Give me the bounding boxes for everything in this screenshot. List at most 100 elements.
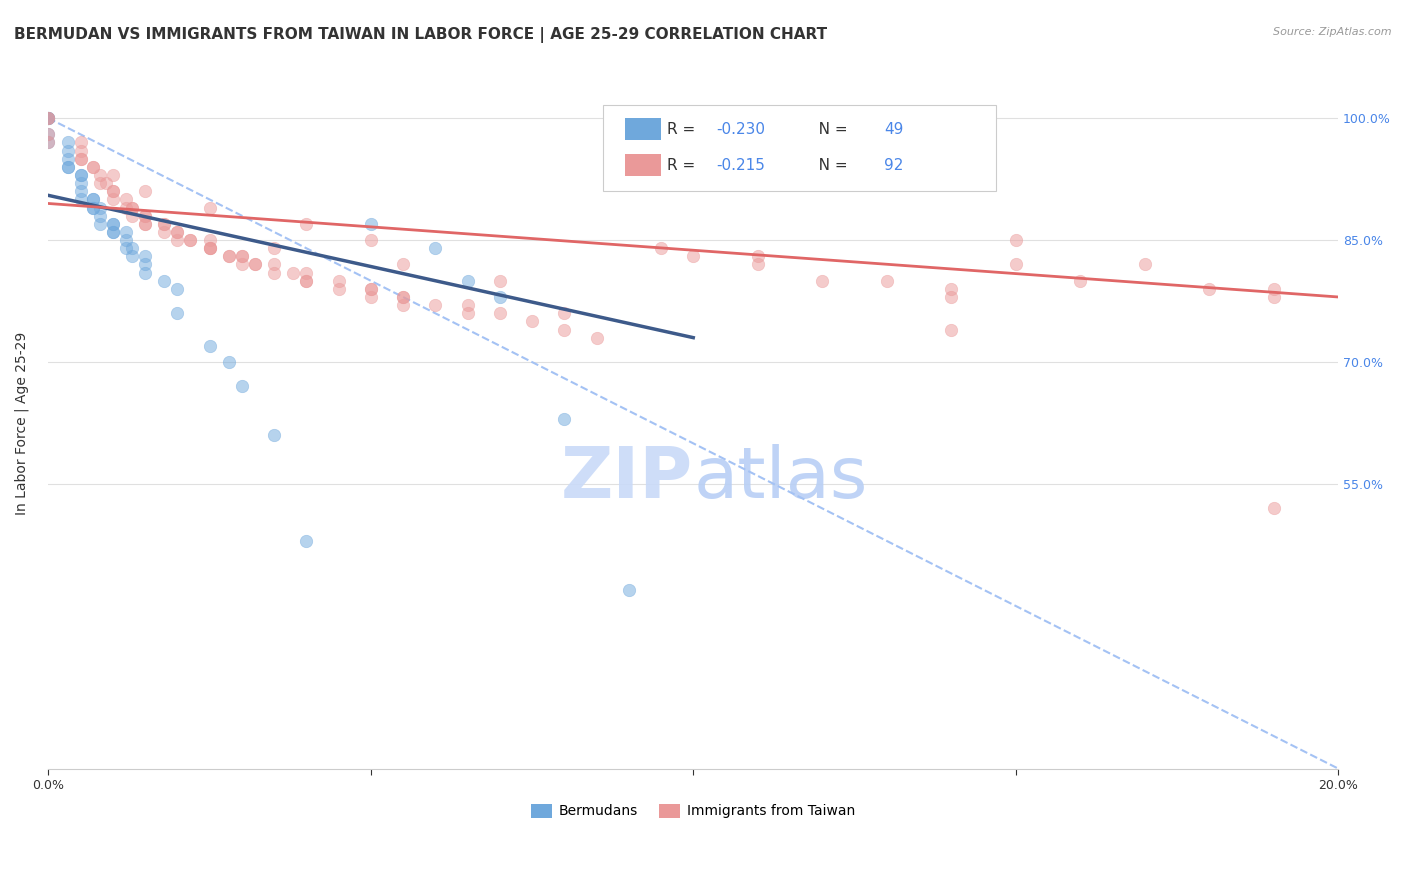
Point xyxy=(231,249,253,263)
Point xyxy=(941,322,963,336)
Point xyxy=(392,298,415,312)
Point xyxy=(56,152,79,166)
Text: atlas: atlas xyxy=(693,444,868,513)
Point xyxy=(37,111,59,125)
Point xyxy=(134,217,156,231)
Point xyxy=(488,274,510,288)
Point xyxy=(198,339,221,353)
Point xyxy=(457,274,479,288)
Point xyxy=(166,225,188,239)
Point xyxy=(360,282,382,296)
Point xyxy=(134,209,156,223)
Text: N =: N = xyxy=(804,158,852,173)
Point xyxy=(243,257,266,271)
Point xyxy=(101,168,124,182)
Point xyxy=(101,217,124,231)
Text: ZIP: ZIP xyxy=(561,444,693,513)
Point xyxy=(56,160,79,174)
Point xyxy=(69,168,91,182)
Point xyxy=(457,306,479,320)
Point xyxy=(166,225,188,239)
Point xyxy=(89,168,111,182)
Point xyxy=(82,193,104,207)
Point xyxy=(231,249,253,263)
Point xyxy=(392,290,415,304)
Text: Source: ZipAtlas.com: Source: ZipAtlas.com xyxy=(1274,27,1392,37)
Point xyxy=(198,241,221,255)
Point xyxy=(114,241,136,255)
Point xyxy=(153,225,176,239)
Point xyxy=(121,201,143,215)
Point xyxy=(37,128,59,142)
Point xyxy=(876,274,898,288)
Point xyxy=(179,233,201,247)
Point xyxy=(101,217,124,231)
Point xyxy=(811,274,834,288)
Point xyxy=(1004,233,1026,247)
Point xyxy=(114,201,136,215)
Point xyxy=(37,111,59,125)
Point xyxy=(153,217,176,231)
Point xyxy=(1004,257,1026,271)
Point xyxy=(1069,274,1091,288)
Point xyxy=(69,184,91,198)
Point xyxy=(37,136,59,150)
Text: -0.230: -0.230 xyxy=(717,122,765,136)
Point xyxy=(69,193,91,207)
Point xyxy=(425,298,447,312)
Text: R =: R = xyxy=(668,122,700,136)
Point xyxy=(263,257,285,271)
Point xyxy=(553,306,575,320)
Point xyxy=(121,241,143,255)
Point xyxy=(166,306,188,320)
Point xyxy=(82,201,104,215)
FancyBboxPatch shape xyxy=(603,105,997,192)
Text: -0.215: -0.215 xyxy=(717,158,765,173)
Point xyxy=(134,257,156,271)
Point xyxy=(101,184,124,198)
Point xyxy=(360,217,382,231)
Point xyxy=(747,257,769,271)
Point xyxy=(166,233,188,247)
Point xyxy=(585,331,607,345)
Text: 49: 49 xyxy=(884,122,904,136)
Point xyxy=(941,282,963,296)
Point xyxy=(520,314,543,328)
Point xyxy=(101,225,124,239)
Point xyxy=(134,249,156,263)
Point xyxy=(425,241,447,255)
Point xyxy=(392,290,415,304)
Point xyxy=(263,266,285,280)
Point xyxy=(941,290,963,304)
Text: N =: N = xyxy=(804,122,852,136)
Point xyxy=(617,176,640,190)
Point xyxy=(89,217,111,231)
Point xyxy=(231,379,253,393)
Point xyxy=(37,128,59,142)
Point xyxy=(617,582,640,597)
Point xyxy=(295,217,318,231)
Point xyxy=(457,298,479,312)
Point xyxy=(1133,257,1156,271)
Point xyxy=(295,274,318,288)
Text: 92: 92 xyxy=(884,158,904,173)
Point xyxy=(218,249,240,263)
Point xyxy=(37,111,59,125)
Point xyxy=(1263,282,1285,296)
Point xyxy=(134,184,156,198)
Point xyxy=(283,266,305,280)
Point xyxy=(121,201,143,215)
Point xyxy=(101,225,124,239)
Point xyxy=(134,217,156,231)
Point xyxy=(166,282,188,296)
Point xyxy=(243,257,266,271)
Point xyxy=(37,136,59,150)
Point xyxy=(360,282,382,296)
Point xyxy=(114,193,136,207)
Bar xyxy=(624,154,661,177)
Point xyxy=(179,233,201,247)
Point xyxy=(263,428,285,442)
Point xyxy=(69,168,91,182)
Point xyxy=(134,209,156,223)
Point xyxy=(121,249,143,263)
